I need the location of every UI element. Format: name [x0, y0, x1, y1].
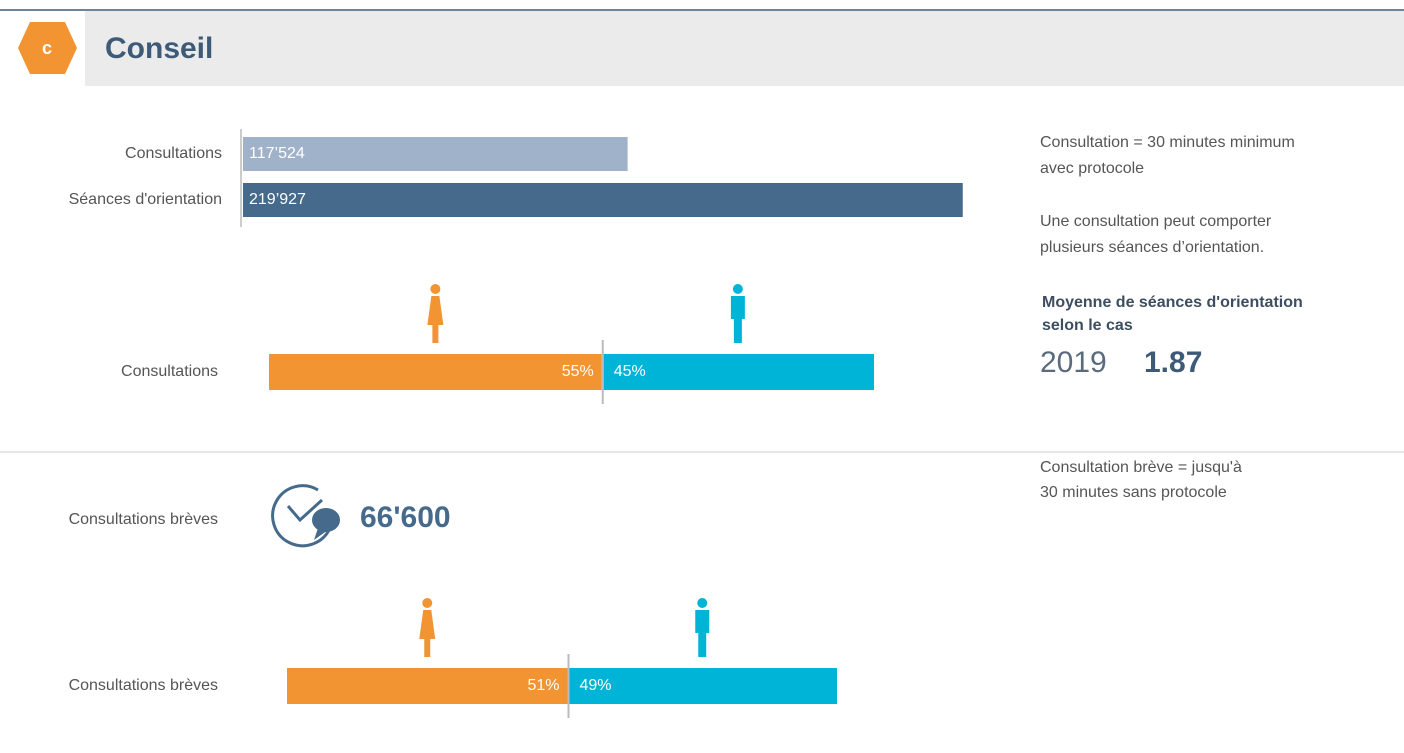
bar-segment	[287, 668, 568, 704]
bar-segment	[569, 668, 837, 704]
person-icon	[695, 610, 710, 657]
person-icon	[697, 598, 708, 608]
person-icon	[730, 296, 745, 343]
category-label: Consultations	[125, 145, 222, 162]
bar	[243, 183, 963, 217]
clock-icon	[271, 484, 340, 548]
average-year: 2019	[1040, 346, 1107, 379]
value-label: 55%	[562, 363, 594, 380]
category-label: Consultations	[121, 363, 218, 380]
note: Consultation = 30 minutes minimum	[1040, 134, 1295, 151]
note: Une consultation peut comporter	[1040, 213, 1272, 230]
average-value: 1.87	[1144, 346, 1202, 379]
note: plusieurs séances d’orientation.	[1040, 239, 1264, 256]
person-icon	[732, 284, 743, 294]
section-title: Conseil	[105, 32, 213, 65]
bar	[243, 137, 628, 171]
person-icon	[430, 284, 441, 294]
note: Consultation brève = jusqu'à	[1040, 459, 1242, 476]
note: 30 minutes sans protocole	[1040, 484, 1227, 501]
category-label: Consultations brèves	[69, 677, 218, 694]
person-icon	[422, 598, 433, 608]
highlight-value: 66'600	[360, 501, 451, 534]
badge-letter: c	[42, 38, 52, 58]
highlight-label: Consultations brèves	[69, 511, 218, 528]
value-label: 219’927	[249, 191, 306, 208]
average-title: Moyenne de séances d'orientation	[1042, 294, 1303, 311]
average-title: selon le cas	[1042, 317, 1133, 334]
value-label: 45%	[614, 363, 646, 380]
value-label: 117’524	[249, 145, 305, 162]
category-label: Séances d'orientation	[69, 191, 222, 208]
person-icon	[419, 610, 436, 657]
bar-segment	[603, 354, 874, 390]
note: avec protocole	[1040, 160, 1144, 177]
person-icon	[427, 296, 444, 343]
header-band	[85, 11, 1404, 86]
value-label: 49%	[580, 677, 612, 694]
bar-segment	[269, 354, 602, 390]
value-label: 51%	[527, 677, 559, 694]
badge	[18, 22, 77, 74]
